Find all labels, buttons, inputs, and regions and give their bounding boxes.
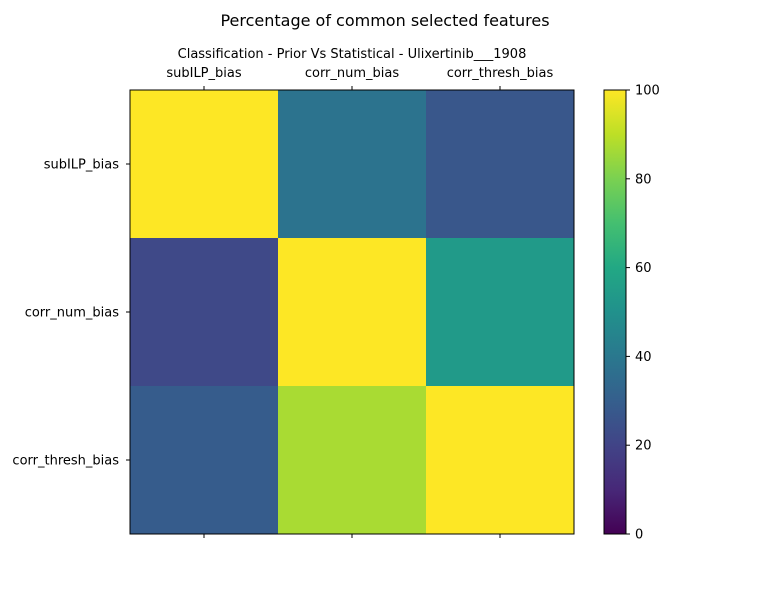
y-tick-label: corr_thresh_bias [12, 454, 119, 469]
heatmap-cell [130, 238, 279, 387]
colorbar-tick-label: 0 [635, 528, 643, 543]
colorbar-tick-label: 40 [635, 350, 652, 365]
colorbar-ticks: 0 20 40 60 80 100 [626, 84, 660, 543]
heatmap-cell [130, 90, 279, 239]
colorbar [603, 89, 627, 535]
y-tick-label: corr_num_bias [25, 306, 120, 321]
x-tick-label: corr_num_bias [305, 66, 400, 81]
colorbar-tick-label: 20 [635, 439, 652, 454]
y-axis-ticks: subILP_bias corr_num_bias corr_thresh_bias [12, 158, 130, 469]
heatmap-cells [130, 90, 575, 535]
heatmap-cell [130, 386, 279, 535]
chart-subtitle: Classification - Prior Vs Statistical - … [178, 47, 527, 62]
x-tick-label: subILP_bias [166, 66, 242, 81]
heatmap-cell [278, 90, 427, 239]
heatmap-cell [278, 386, 427, 535]
heatmap-cell [426, 386, 575, 535]
chart-title: Percentage of common selected features [220, 11, 549, 30]
y-tick-label: subILP_bias [44, 158, 120, 173]
colorbar-tick-label: 60 [635, 261, 652, 276]
colorbar-tick-label: 100 [635, 84, 660, 99]
colorbar-tick-label: 80 [635, 172, 652, 187]
heatmap-cell [426, 90, 575, 239]
heatmap-cell [278, 238, 427, 387]
x-axis-ticks: subILP_bias corr_num_bias corr_thresh_bias [166, 66, 554, 538]
heatmap-cell [426, 238, 575, 387]
x-tick-label: corr_thresh_bias [447, 66, 554, 81]
